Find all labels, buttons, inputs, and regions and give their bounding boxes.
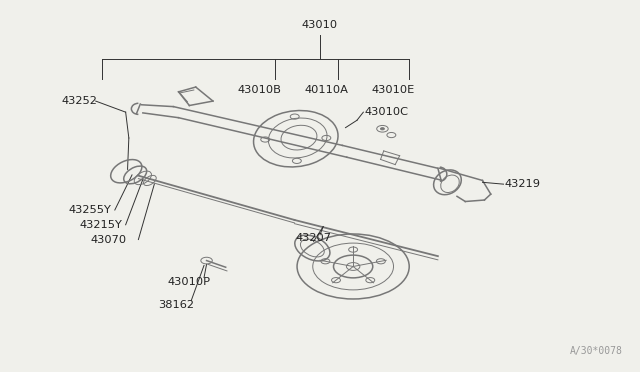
Text: 43070: 43070 (91, 234, 127, 244)
Text: 43010E: 43010E (372, 85, 415, 95)
Text: 43010C: 43010C (365, 107, 408, 117)
Text: 43010B: 43010B (237, 85, 282, 95)
Text: 40110A: 40110A (305, 85, 348, 95)
Text: 43010: 43010 (302, 20, 338, 31)
Circle shape (381, 128, 385, 130)
Text: 43215Y: 43215Y (79, 220, 122, 230)
Text: 38162: 38162 (159, 300, 195, 310)
Text: 43219: 43219 (505, 179, 541, 189)
Text: 43207: 43207 (296, 233, 332, 243)
Text: 43255Y: 43255Y (68, 205, 111, 215)
Text: 43252: 43252 (62, 96, 98, 106)
Text: A/30*0078: A/30*0078 (570, 346, 623, 356)
Text: 43010P: 43010P (168, 277, 211, 287)
